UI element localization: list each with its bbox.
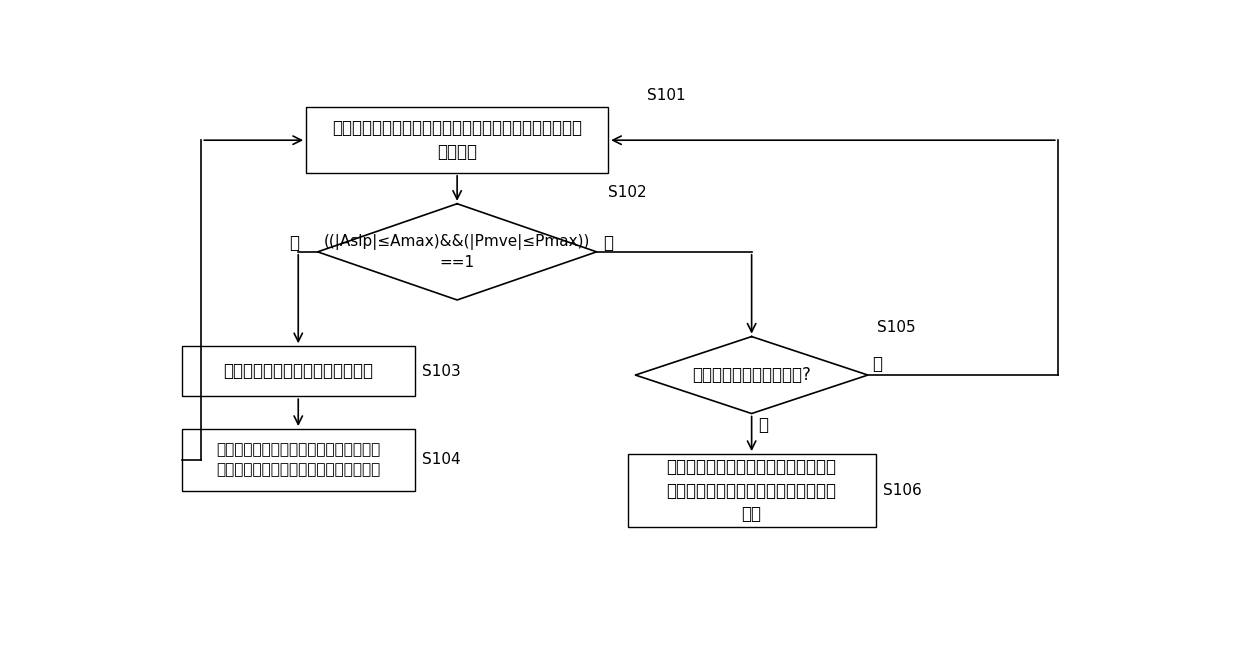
Text: S104: S104 (422, 452, 461, 467)
Text: S103: S103 (422, 364, 461, 379)
Text: S102: S102 (608, 185, 647, 200)
Text: 检测所述自平衡机器人的运行速度: 检测所述自平衡机器人的运行速度 (223, 362, 373, 380)
Text: 否: 否 (290, 234, 300, 252)
Text: S106: S106 (883, 483, 922, 498)
Text: 是: 是 (603, 234, 613, 252)
Text: 否: 否 (872, 354, 882, 373)
Text: 是: 是 (758, 416, 768, 434)
Text: S105: S105 (877, 320, 916, 335)
Bar (182, 429, 415, 491)
Text: S101: S101 (647, 88, 685, 103)
Text: ((|Aslp|≤Amax)&&(|Pmve|≤Pmax))
==1: ((|Aslp|≤Amax)&&(|Pmve|≤Pmax)) ==1 (323, 234, 590, 270)
Bar (306, 107, 608, 173)
Text: 利用预设运行速度上限值和检测到的运行
速度来调整所述自平衡机器人的重心角度: 利用预设运行速度上限值和检测到的运行 速度来调整所述自平衡机器人的重心角度 (216, 442, 380, 477)
Text: 接收到停止加速运动指令?: 接收到停止加速运动指令? (693, 366, 812, 384)
Bar (628, 454, 876, 527)
Text: 通过逐渐减小所述自平衡机器人的重心
角度来使所述自平衡机器人减速至平衡
状态: 通过逐渐减小所述自平衡机器人的重心 角度来使所述自平衡机器人减速至平衡 状态 (667, 458, 836, 523)
Text: 获取处于加速状态的自平衡机器人的倾斜角度值和电机脉
宽调制值: 获取处于加速状态的自平衡机器人的倾斜角度值和电机脉 宽调制值 (332, 119, 582, 161)
Bar (182, 346, 415, 396)
